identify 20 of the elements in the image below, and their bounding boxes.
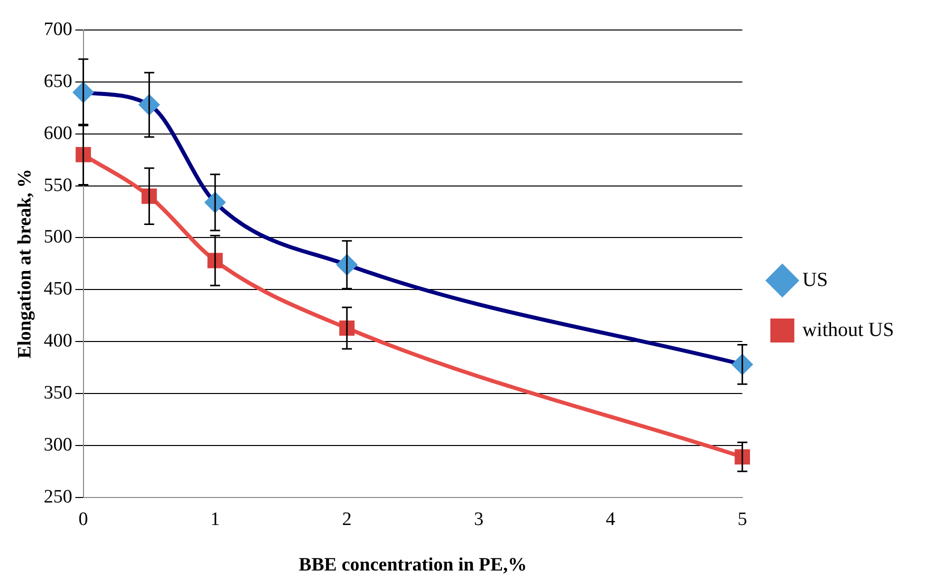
- x-axis-title: BBE concentration in PE,%: [298, 554, 527, 576]
- y-tick-label: 500: [44, 226, 72, 248]
- x-tick-label: 1: [210, 508, 220, 530]
- y-tick-label: 650: [44, 70, 72, 92]
- y-tick-label: 600: [44, 122, 72, 144]
- x-tick-label: 2: [342, 508, 352, 530]
- y-tick-label: 250: [44, 486, 72, 508]
- x-tick-label: 5: [738, 508, 748, 530]
- x-tick-label: 0: [78, 508, 88, 530]
- y-tick-label: 450: [44, 278, 72, 300]
- legend-label: without US: [802, 318, 894, 341]
- legend-label: US: [802, 268, 828, 291]
- y-tick-label: 700: [44, 18, 72, 40]
- y-tick-label: 400: [44, 330, 72, 352]
- y-axis-title: Elongation at break, %: [14, 168, 36, 359]
- y-tick-label: 350: [44, 382, 72, 404]
- x-tick-label: 4: [606, 508, 616, 530]
- y-tick-label: 550: [44, 174, 72, 196]
- x-tick-label: 3: [474, 508, 484, 530]
- y-tick-label: 300: [44, 434, 72, 456]
